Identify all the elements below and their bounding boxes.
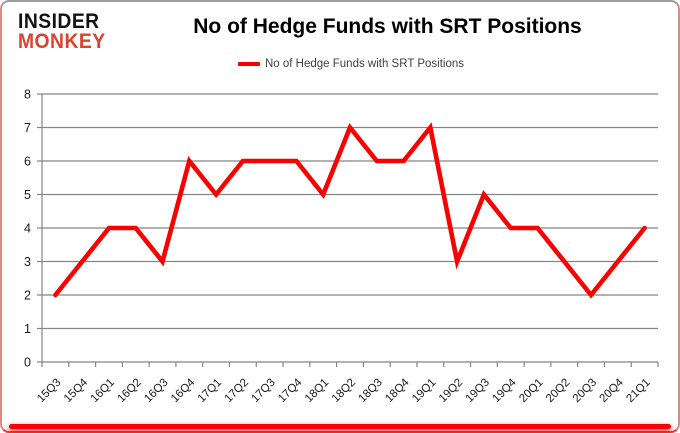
x-axis-tick-label: 15Q3 <box>35 377 63 405</box>
y-axis-tick-label: 7 <box>24 121 31 135</box>
y-axis-tick-label: 4 <box>24 222 31 236</box>
x-axis-tick-label: 19Q2 <box>437 377 465 405</box>
x-axis-tick-label: 17Q4 <box>276 376 305 405</box>
x-axis-tick-label: 20Q3 <box>571 377 599 405</box>
bottom-red-accent-bar <box>9 424 671 429</box>
x-axis-tick-label: 21Q1 <box>624 377 652 405</box>
logo-text-insider: INSIDER <box>18 10 100 33</box>
legend-label: No of Hedge Funds with SRT Positions <box>264 58 464 70</box>
insider-monkey-logo: INSIDER MONKEY <box>18 11 113 52</box>
y-axis-tick-label: 2 <box>24 289 31 303</box>
line-chart-plot: 01234567815Q315Q416Q116Q216Q316Q417Q117Q… <box>24 88 659 405</box>
x-axis-tick-label: 16Q3 <box>142 377 170 405</box>
y-axis-tick-label: 5 <box>24 188 31 202</box>
series-line <box>53 122 647 299</box>
y-axis-tick-label: 8 <box>24 88 31 102</box>
y-axis-tick-label: 6 <box>24 155 31 169</box>
x-axis-tick-label: 17Q3 <box>249 377 277 405</box>
x-axis-tick-label: 19Q1 <box>410 377 438 405</box>
y-axis-tick-label: 3 <box>24 255 31 269</box>
x-axis-tick-label: 16Q4 <box>169 376 198 405</box>
x-axis-tick-label: 17Q1 <box>196 377 224 405</box>
x-axis-tick-label: 17Q2 <box>223 377 251 405</box>
x-axis-tick-label: 18Q2 <box>330 377 358 405</box>
y-axis-tick-label: 1 <box>24 322 31 336</box>
x-axis-tick-label: 16Q2 <box>115 377 143 405</box>
legend-line-marker <box>237 62 260 66</box>
x-axis-tick-label: 18Q4 <box>383 376 412 405</box>
x-axis-tick-label: 19Q4 <box>490 376 519 405</box>
x-axis-tick-label: 18Q1 <box>303 377 331 405</box>
y-axis-tick-label: 0 <box>24 356 31 370</box>
x-axis-tick-label: 16Q1 <box>89 377 117 405</box>
x-axis-tick-label: 20Q4 <box>598 376 627 405</box>
x-axis-tick-label: 20Q2 <box>544 377 572 405</box>
x-axis-tick-label: 19Q3 <box>464 377 492 405</box>
x-axis-tick-label: 18Q3 <box>357 377 385 405</box>
x-axis-tick-label: 20Q1 <box>517 377 545 405</box>
chart-title: No of Hedge Funds with SRT Positions <box>193 15 582 38</box>
x-axis-tick-label: 15Q4 <box>62 376 91 405</box>
chart-legend: No of Hedge Funds with SRT Positions <box>2 58 678 70</box>
logo-text-monkey: MONKEY <box>18 30 106 53</box>
